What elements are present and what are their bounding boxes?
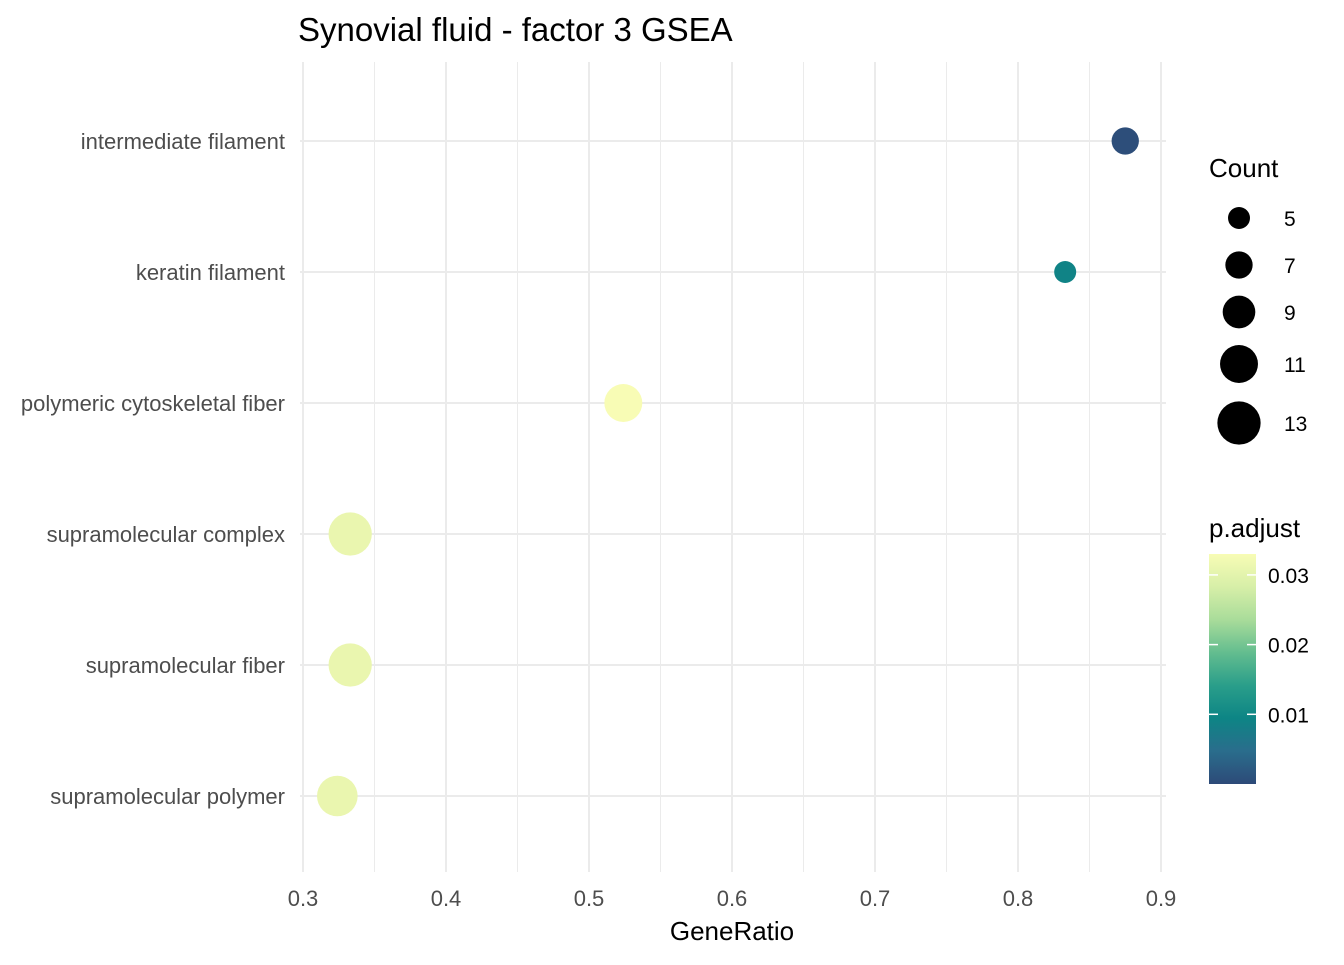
legend-size: Count 5 7 9 11 13	[1209, 153, 1307, 445]
data-point	[1111, 127, 1139, 155]
color-legend-label: 0.02	[1268, 635, 1309, 658]
y-tick-labels: intermediate filament keratin filament pol…	[21, 129, 285, 809]
points-layer	[317, 127, 1139, 817]
data-point	[328, 643, 372, 687]
data-point	[604, 384, 643, 422]
color-legend-label: 0.03	[1268, 565, 1309, 588]
x-axis-title: GeneRatio	[670, 916, 794, 946]
x-tick-label: 0.9	[1146, 886, 1177, 911]
legend-size-key	[1217, 401, 1261, 445]
x-tick-label: 0.4	[431, 886, 462, 911]
grid-layer	[300, 62, 1166, 872]
y-tick-label: supramolecular polymer	[50, 784, 285, 809]
color-legend-label: 0.01	[1268, 704, 1309, 727]
y-tick-label: keratin filament	[136, 260, 285, 285]
data-point	[328, 512, 372, 556]
legend-size-label: 9	[1284, 302, 1296, 325]
x-tick-labels: 0.3 0.4 0.5 0.6 0.7 0.8 0.9	[288, 886, 1177, 911]
legend-size-label: 11	[1284, 354, 1306, 377]
y-tick-label: polymeric cytoskeletal fiber	[21, 391, 285, 416]
y-tick-label: intermediate filament	[81, 129, 285, 154]
legend-size-title: Count	[1209, 153, 1279, 183]
legend-size-label: 5	[1284, 208, 1296, 231]
data-point	[317, 775, 358, 817]
color-bar	[1209, 554, 1256, 784]
chart-title: Synovial fluid - factor 3 GSEA	[298, 11, 733, 48]
x-tick-label: 0.7	[860, 886, 891, 911]
legend-size-key	[1225, 251, 1253, 279]
legend-color: p.adjust 0.03 0.02 0.01	[1209, 513, 1309, 784]
legend-size-label: 13	[1284, 413, 1307, 436]
x-tick-label: 0.6	[717, 886, 748, 911]
legend-size-label: 7	[1284, 255, 1296, 278]
data-point	[1054, 261, 1077, 283]
legend-size-key	[1228, 207, 1250, 229]
y-tick-label: supramolecular fiber	[86, 653, 285, 678]
legend-size-key	[1220, 345, 1258, 383]
x-tick-label: 0.5	[574, 886, 605, 911]
legend-size-key	[1222, 295, 1256, 329]
x-tick-label: 0.3	[288, 886, 319, 911]
y-tick-label: supramolecular complex	[47, 522, 285, 547]
legend-color-title: p.adjust	[1209, 513, 1301, 543]
x-tick-label: 0.8	[1003, 886, 1034, 911]
